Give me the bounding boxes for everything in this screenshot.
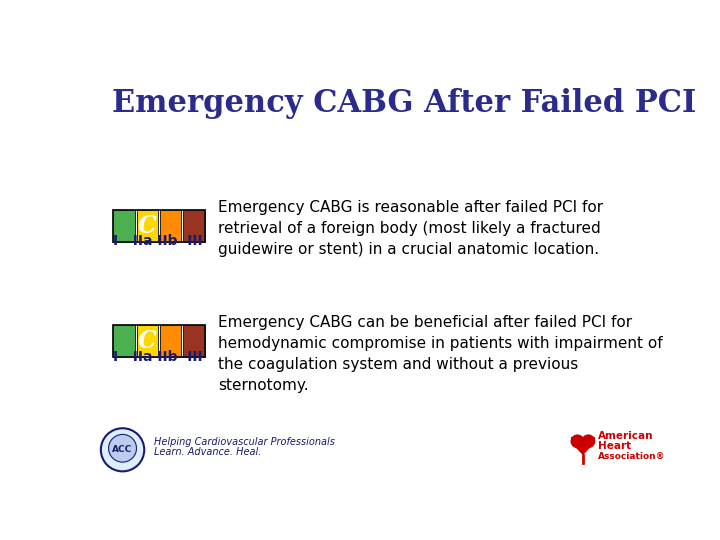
Text: Emergency CABG is reasonable after failed PCI for
retrieval of a foreign body (m: Emergency CABG is reasonable after faile… <box>218 200 603 256</box>
Bar <box>113 210 204 242</box>
Text: I   IIa IIb  III: I IIa IIb III <box>113 234 203 248</box>
Text: Learn. Advance. Heal.: Learn. Advance. Heal. <box>153 447 261 457</box>
Text: ACC: ACC <box>112 446 132 454</box>
Bar <box>571 437 595 443</box>
Circle shape <box>570 434 585 448</box>
Polygon shape <box>571 443 595 455</box>
Bar <box>113 325 204 357</box>
Bar <box>113 210 135 242</box>
Text: Emergency CABG can be beneficial after failed PCI for
hemodynamic compromise in : Emergency CABG can be beneficial after f… <box>218 315 662 393</box>
Circle shape <box>109 434 137 462</box>
Bar <box>137 210 158 242</box>
Bar <box>183 325 204 357</box>
Text: C: C <box>138 214 157 238</box>
Bar <box>160 325 181 357</box>
Text: Helping Cardiovascular Professionals: Helping Cardiovascular Professionals <box>153 437 334 447</box>
Text: I   IIa IIb  III: I IIa IIb III <box>113 350 203 364</box>
Bar <box>160 210 181 242</box>
Text: American: American <box>598 431 654 441</box>
Text: Association®: Association® <box>598 451 666 461</box>
Bar <box>113 325 135 357</box>
Circle shape <box>581 434 595 448</box>
Circle shape <box>101 428 144 471</box>
Bar <box>183 210 204 242</box>
Text: Emergency CABG After Failed PCI: Emergency CABG After Failed PCI <box>112 88 696 119</box>
Bar <box>137 325 158 357</box>
Text: Heart: Heart <box>598 441 631 451</box>
Text: C: C <box>138 329 157 353</box>
